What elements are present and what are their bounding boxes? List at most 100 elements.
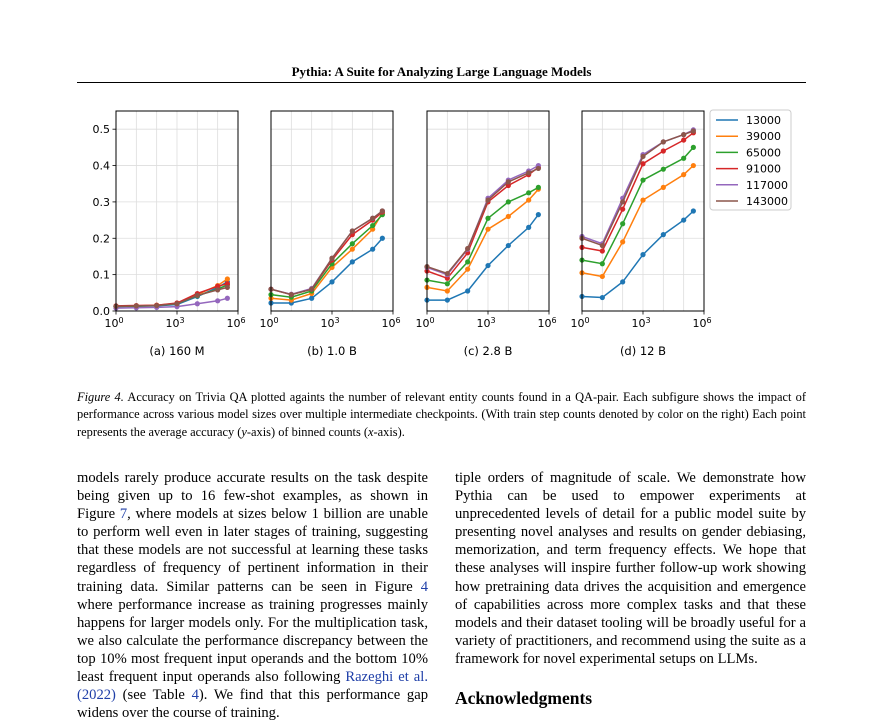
chart-legend: 13000 39000 65000 91000 117000 143000 [709,109,792,211]
figure-4-link[interactable]: 4 [420,578,428,595]
x-tick-label: 100 [104,316,123,330]
data-point-65000 [526,190,532,196]
legend-entry: 65000 [746,146,781,159]
data-point-13000 [444,297,450,303]
data-point-143000 [526,170,532,176]
left-text-4: (see Table [115,687,192,704]
data-point-65000 [690,144,696,150]
data-point-65000 [640,177,646,183]
data-point-143000 [154,302,160,309]
data-point-13000 [640,252,646,258]
data-point-39000 [599,273,605,280]
data-point-143000 [535,165,541,172]
data-point-91000 [505,182,511,189]
data-point-13000 [485,262,491,269]
x-tick-exponent: 0 [273,316,278,325]
data-point-39000 [660,184,666,190]
left-text-2: , where models at sizes below 1 billion … [77,506,428,595]
data-point-39000 [505,213,511,220]
y-tick-label: 0.1 [93,269,111,282]
series-line-13000 [427,214,539,301]
x-tick-exponent: 6 [706,316,711,325]
subfigure-title: (c) 2.8 B [464,344,513,358]
x-tick-exponent: 0 [429,316,434,325]
running-header: Pythia: A Suite for Analyzing Large Lang… [291,64,592,79]
x-tick-exponent: 6 [551,316,556,325]
data-point-39000 [681,172,687,178]
data-point-13000 [349,259,355,265]
data-point-39000 [349,246,355,252]
x-tick-exponent: 6 [240,316,245,325]
data-point-143000 [640,153,646,160]
chart-panel-4: 100 103 106 (d) 12 B [570,110,712,358]
data-point-143000 [288,292,294,298]
left-text-1: models rarely produce accurate results o… [77,470,428,523]
x-tick-label: 106 [381,316,400,330]
data-point-143000 [505,179,511,185]
data-point-143000 [444,270,450,277]
data-point-117000 [224,295,230,301]
x-tick-label: 106 [537,316,556,330]
data-point-39000 [620,239,626,245]
data-point-65000 [485,215,491,221]
data-point-91000 [681,137,687,143]
legend-entry: 91000 [746,163,781,176]
y-tick-label: 0.3 [93,196,111,209]
data-point-13000 [681,217,687,223]
data-point-91000 [215,283,221,289]
y-tick-label: 0.4 [93,160,111,173]
figure-caption: Figure 4. Accuracy on Trivia QA plotted … [77,389,806,441]
data-point-39000 [370,226,376,232]
data-point-143000 [174,301,180,307]
data-point-39000 [690,162,696,169]
data-point-65000 [370,222,376,229]
y-tick-label: 0.0 [93,305,111,318]
data-point-117000 [194,301,200,307]
series-line-117000 [581,129,694,245]
data-point-143000 [599,242,605,249]
series-line-143000 [426,167,539,275]
chart-panel-1: 0.0 0.1 0.2 0.3 0.4 0.5 100 103 106 (a) 160 M [93,110,246,358]
citation-link[interactable]: Razeghi et al. (2022) [77,669,428,704]
data-point-143000 [690,128,696,134]
series-line-117000 [426,164,539,276]
x-tick-label: 100 [259,316,278,330]
data-point-13000 [535,212,541,218]
caption-y-var: y [241,424,247,439]
data-point-143000 [379,208,385,214]
data-point-65000 [535,184,541,190]
subfigure-title: (b) 1.0 B [307,344,357,358]
data-point-13000 [379,235,385,241]
data-point-143000 [215,287,221,293]
x-tick-label: 103 [476,316,495,330]
data-point-65000 [465,259,471,265]
data-point-143000 [620,199,626,205]
data-point-13000 [526,224,532,230]
data-point-143000 [681,132,687,138]
series-line-91000 [426,166,539,280]
x-tick-label: 103 [165,316,184,330]
table-4-link[interactable]: 4 [191,687,199,704]
subfigure-title: (a) 160 M [149,344,204,358]
figure-label: Figure 4. [77,390,124,404]
x-tick-exponent: 6 [395,316,400,325]
data-point-13000 [620,279,626,285]
data-point-13000 [599,294,605,301]
data-point-65000 [660,166,666,172]
header-rule [77,82,806,83]
data-point-143000 [194,292,200,298]
data-point-65000 [349,241,355,247]
figure-7-link[interactable]: 7 [119,506,128,523]
data-point-91000 [444,275,450,281]
x-tick-exponent: 3 [179,316,184,325]
x-tick-label: 100 [570,316,589,330]
series-line-39000 [426,188,539,292]
data-point-143000 [329,255,335,261]
acknowledgments-heading: Acknowledgments [455,688,593,708]
data-point-91000 [224,281,230,287]
data-point-39000 [224,276,230,282]
chart-panel-2: 100 103 106 (b) 1.0 B [259,110,401,358]
data-point-143000 [660,139,666,145]
data-point-65000 [599,261,605,267]
legend-entry: 13000 [746,114,781,127]
